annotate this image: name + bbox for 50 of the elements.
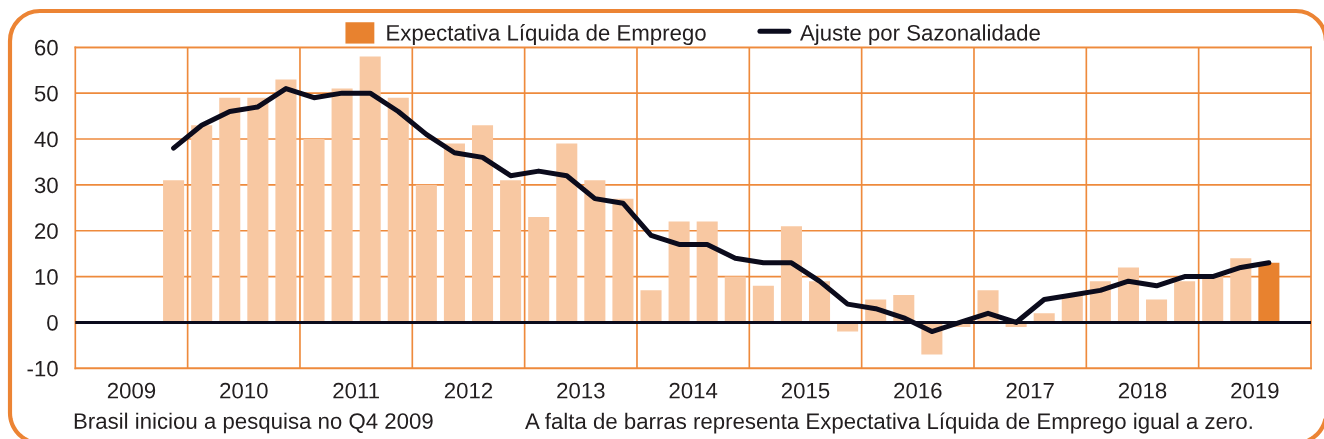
bar xyxy=(584,180,606,323)
bar xyxy=(275,79,297,323)
x-tick-label: 2013 xyxy=(557,382,605,399)
x-tick-label: 2019 xyxy=(1231,382,1279,399)
bar xyxy=(331,88,353,323)
bar xyxy=(696,221,718,323)
x-tick-label: 2014 xyxy=(669,382,718,399)
bar xyxy=(387,97,409,323)
bar xyxy=(724,276,746,323)
bar xyxy=(640,290,662,323)
x-tick-label: 2018 xyxy=(1118,382,1167,399)
bar xyxy=(612,198,634,323)
bar xyxy=(191,125,213,323)
y-tick-label: 30 xyxy=(34,177,58,194)
bar xyxy=(1146,299,1168,323)
x-tick-label: 2010 xyxy=(220,382,268,399)
text: Brasil iniciou a pesquisa no Q4 2009 xyxy=(74,412,433,434)
bar xyxy=(219,97,241,323)
bar xyxy=(528,216,550,323)
bar xyxy=(359,56,381,323)
x-tick-label: 2011 xyxy=(333,382,379,399)
y-tick-label: -10 xyxy=(27,360,58,377)
bar xyxy=(471,125,494,323)
x-tick-label: 2017 xyxy=(1006,382,1054,399)
x-tick-label: 2015 xyxy=(781,382,830,399)
y-tick-label: 40 xyxy=(34,131,58,148)
x-tick-label: 2012 xyxy=(444,382,493,399)
y-tick-label: 10 xyxy=(35,269,58,285)
bar xyxy=(415,184,437,323)
bar xyxy=(1174,281,1196,323)
y-tick-label: 60 xyxy=(35,39,58,56)
bar xyxy=(668,221,690,323)
bar xyxy=(556,143,578,323)
text: A falta de barras representa Expectativa Líquida de Emprego igual a zero. xyxy=(525,412,1252,434)
bar xyxy=(1258,262,1280,323)
bar xyxy=(303,139,325,323)
bar xyxy=(1202,276,1224,323)
x-tick-label: 2016 xyxy=(894,382,942,399)
y-tick-label: 0 xyxy=(47,314,58,331)
bar xyxy=(780,226,802,323)
y-tick-label: 20 xyxy=(35,223,58,239)
bar xyxy=(500,180,522,323)
bar xyxy=(443,143,465,323)
bar xyxy=(163,180,185,323)
legend-label: Expectativa Líquida de Emprego xyxy=(387,24,706,46)
bar xyxy=(247,97,269,323)
x-tick-label: 2009 xyxy=(107,382,156,399)
y-tick-label: 50 xyxy=(34,85,58,102)
bar xyxy=(752,285,774,323)
legend-label: Ajuste por Sazonalidade xyxy=(800,24,1040,46)
